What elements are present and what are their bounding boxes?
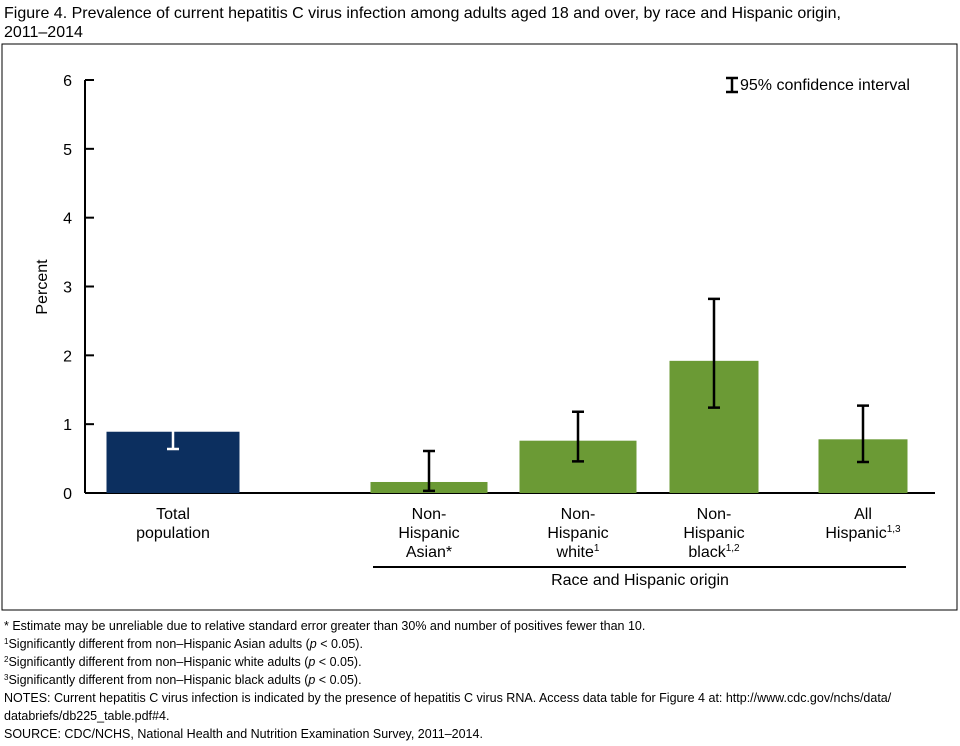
legend-label: 95% confidence interval bbox=[740, 77, 910, 94]
x-tick-label: Non- bbox=[561, 506, 596, 523]
x-tick-label: white1 bbox=[556, 543, 600, 561]
error-bar bbox=[572, 410, 584, 463]
x-tick-label-note: 1,2 bbox=[726, 543, 740, 554]
x-tick-label: population bbox=[136, 525, 210, 542]
x-tick-label-text: Non- bbox=[412, 506, 447, 523]
footnote-text: Significantly different from non–Hispani… bbox=[8, 673, 309, 687]
y-tick-label: 0 bbox=[63, 486, 72, 503]
x-tick-label: black1,2 bbox=[688, 543, 740, 561]
x-tick-label: Non- bbox=[697, 506, 732, 523]
footnote-text: < 0.05). bbox=[315, 655, 361, 669]
x-tick-label-text: Asian* bbox=[406, 544, 452, 561]
footnote: 1Significantly different from non–Hispan… bbox=[4, 637, 363, 651]
legend-icon bbox=[726, 76, 738, 94]
footnote-text: p bbox=[309, 637, 317, 651]
footnote-text: < 0.05). bbox=[317, 637, 363, 651]
x-tick-label: Hispanic bbox=[683, 525, 744, 542]
notes: databriefs/db225_table.pdf#4. bbox=[4, 709, 169, 723]
x-tick-label-note: 1,3 bbox=[887, 524, 901, 535]
x-tick-label-text: population bbox=[136, 525, 210, 542]
x-tick-label-text: Hispanic bbox=[398, 525, 459, 542]
footnote-marker: 3 bbox=[4, 673, 9, 682]
x-tick-label-text: Non- bbox=[561, 506, 596, 523]
footnote-text: < 0.05). bbox=[315, 673, 361, 687]
footnote: 3Significantly different from non–Hispan… bbox=[4, 673, 362, 687]
footnote-text: p bbox=[307, 673, 315, 687]
source: SOURCE: CDC/NCHS, National Health and Nu… bbox=[4, 727, 483, 741]
chart-title: 2011–2014 bbox=[4, 24, 83, 41]
x-tick-label: Total bbox=[156, 506, 190, 523]
notes: NOTES: Current hepatitis C virus infecti… bbox=[4, 691, 892, 705]
x-tick-label-text: Hispanic bbox=[547, 525, 608, 542]
x-tick-label-text: Non- bbox=[697, 506, 732, 523]
x-tick-label-text: All bbox=[854, 506, 872, 523]
y-tick-label: 4 bbox=[63, 211, 72, 228]
footnote-text: Significantly different from non–Hispani… bbox=[8, 637, 310, 651]
x-tick-label-text: white bbox=[556, 544, 594, 561]
y-tick-label: 3 bbox=[63, 280, 72, 297]
x-tick-label: Hispanic1,3 bbox=[825, 524, 901, 542]
footnote-marker: 1 bbox=[4, 637, 9, 646]
y-tick-label: 6 bbox=[63, 73, 72, 90]
x-tick-label-note: 1 bbox=[594, 543, 600, 554]
x-tick-label: Hispanic bbox=[398, 525, 459, 542]
footnote-text: Significantly different from non–Hispani… bbox=[8, 655, 309, 669]
chart-title: Figure 4. Prevalence of current hepatiti… bbox=[4, 5, 841, 22]
x-tick-label: Asian* bbox=[406, 544, 452, 561]
footnote-text: p bbox=[307, 655, 315, 669]
footnote-marker: 2 bbox=[4, 655, 9, 664]
x-tick-label-text: Total bbox=[156, 506, 190, 523]
footnote: * Estimate may be unreliable due to rela… bbox=[4, 619, 645, 633]
chart-frame bbox=[1, 43, 958, 611]
x-tick-label-text: black bbox=[688, 544, 726, 561]
x-tick-label-text: Hispanic bbox=[825, 525, 886, 542]
error-bar bbox=[857, 404, 869, 464]
group-label: Race and Hispanic origin bbox=[551, 572, 729, 589]
x-tick-label: Hispanic bbox=[547, 525, 608, 542]
x-tick-label: All bbox=[854, 506, 872, 523]
x-tick-label-text: Hispanic bbox=[683, 525, 744, 542]
y-tick-label: 1 bbox=[63, 417, 72, 434]
error-bar bbox=[167, 408, 179, 451]
y-axis-label: Percent bbox=[34, 259, 51, 315]
y-tick-label: 2 bbox=[63, 348, 72, 365]
error-bar bbox=[708, 297, 720, 409]
error-bar bbox=[423, 449, 435, 493]
footnote: 2Significantly different from non–Hispan… bbox=[4, 655, 362, 669]
y-tick-label: 5 bbox=[63, 142, 72, 159]
x-tick-label: Non- bbox=[412, 506, 447, 523]
